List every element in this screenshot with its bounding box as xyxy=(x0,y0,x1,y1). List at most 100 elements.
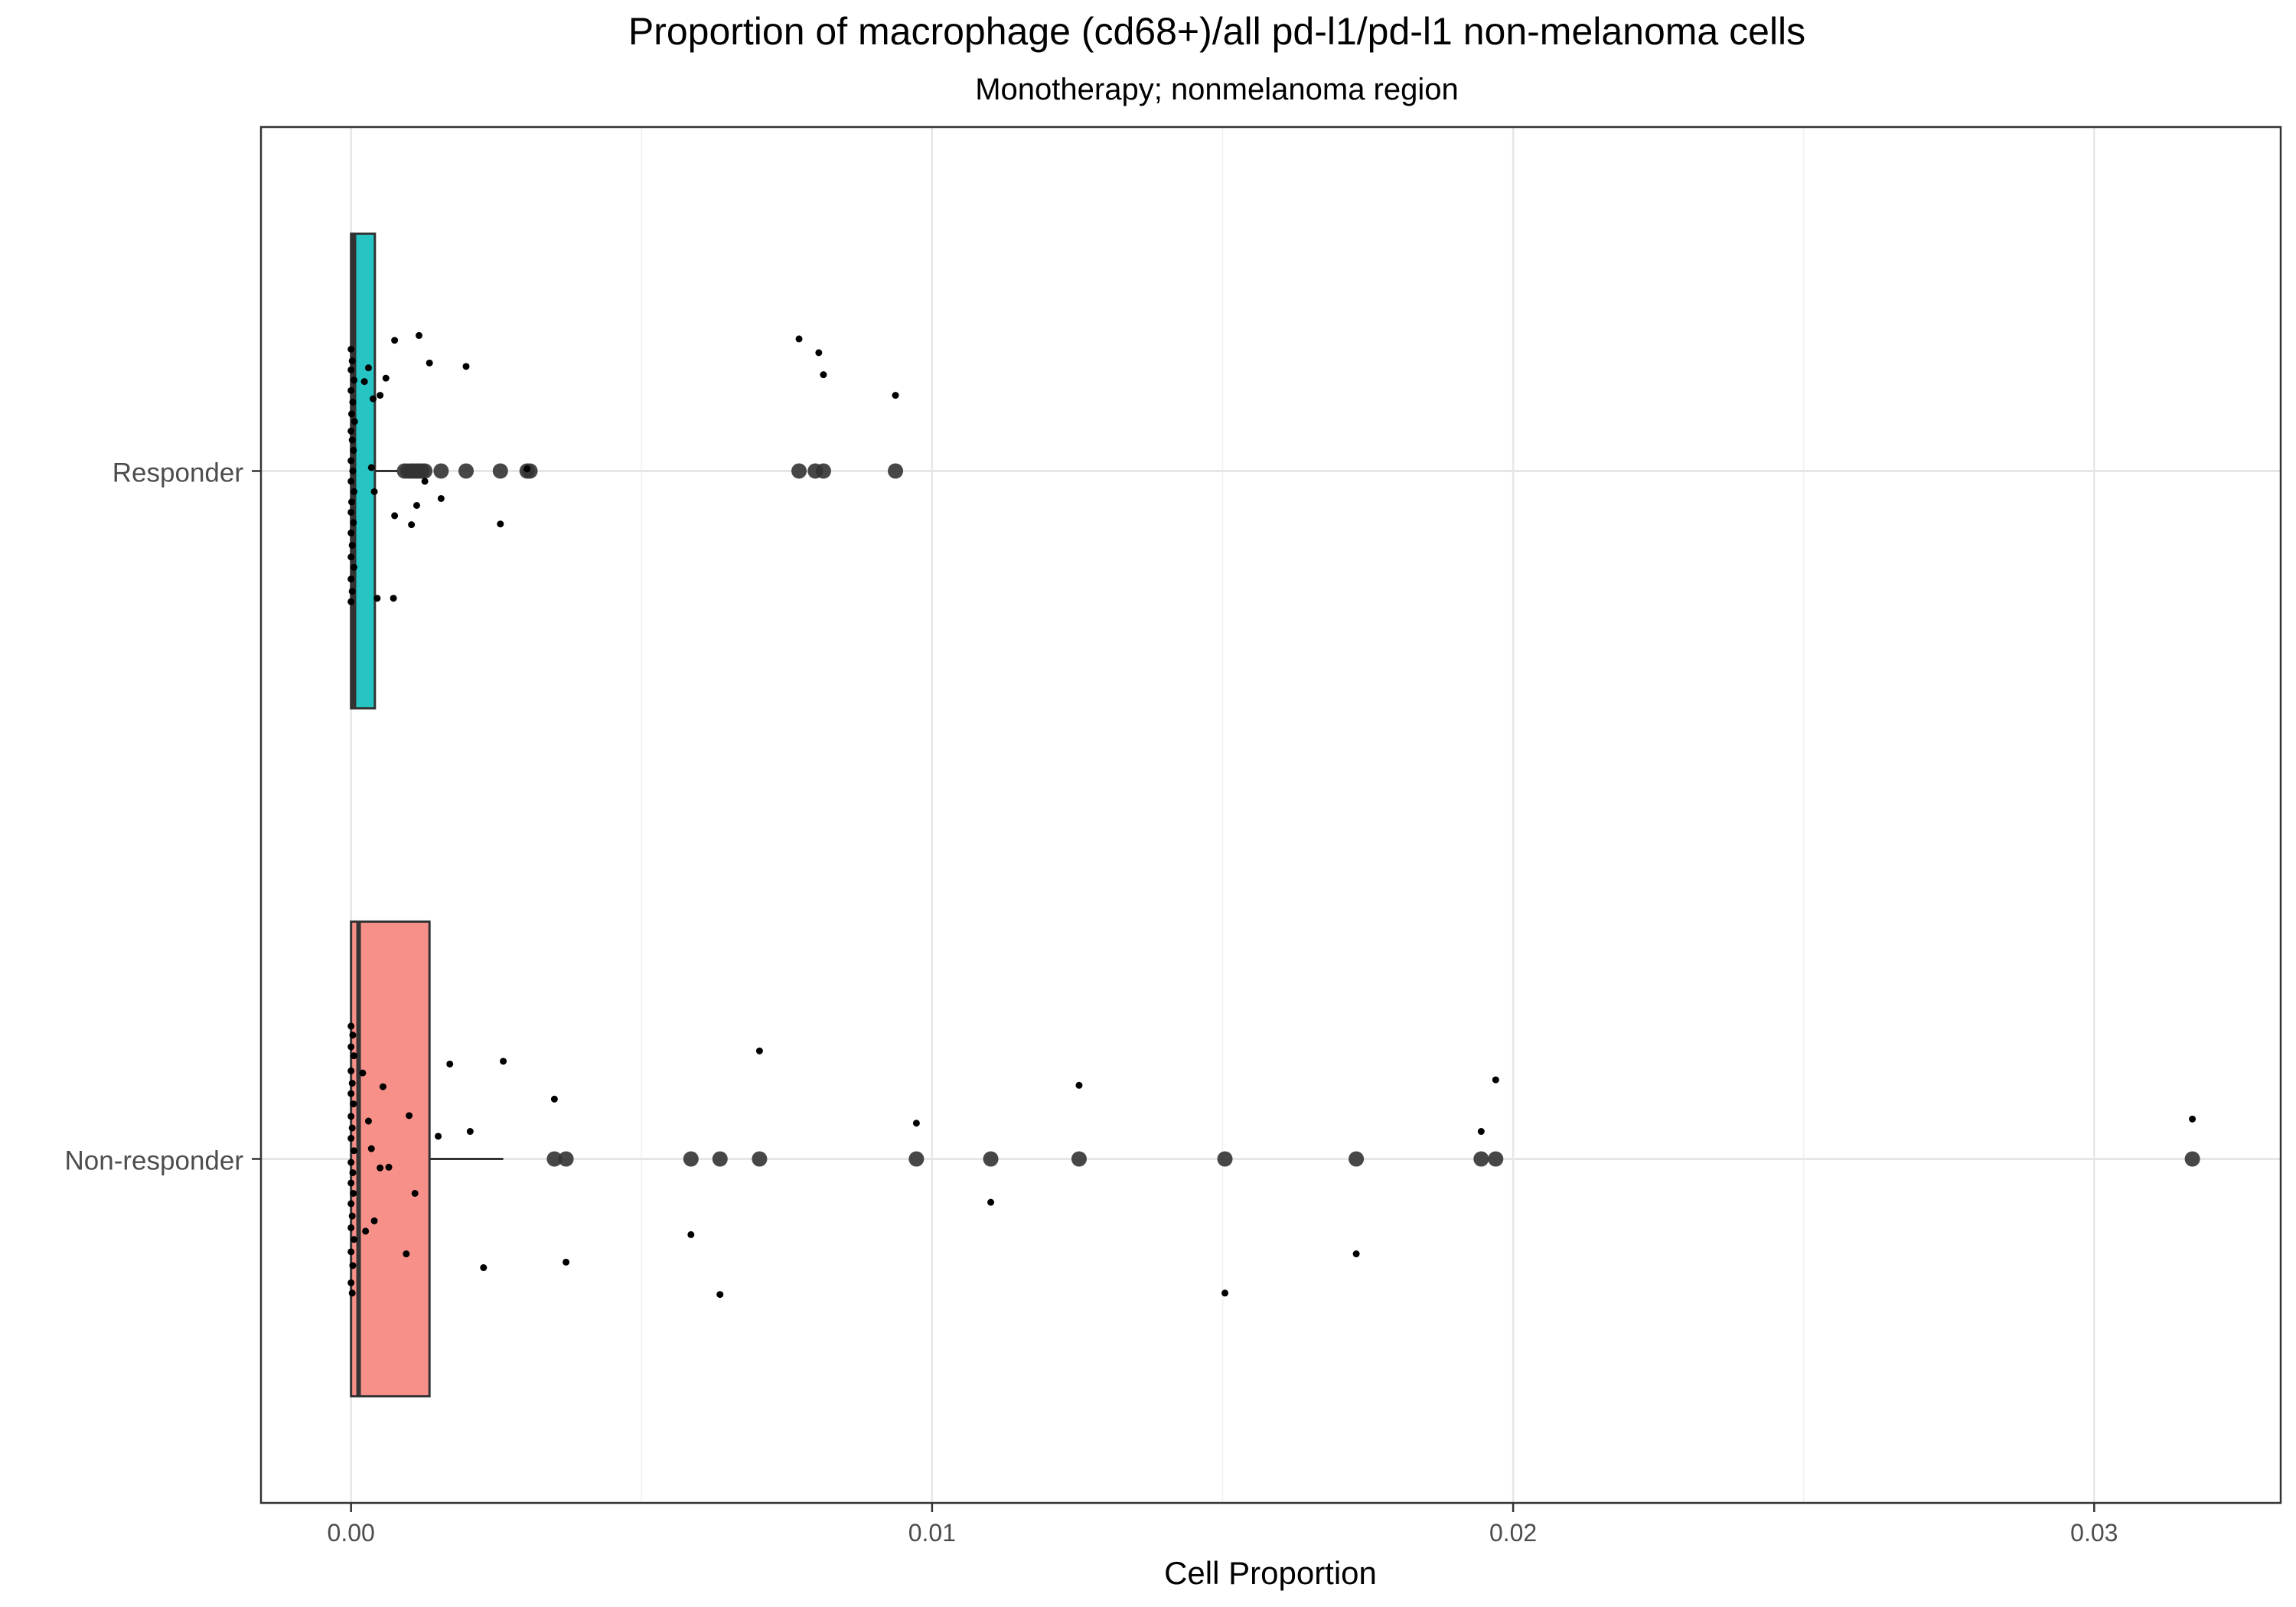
non-responder-box xyxy=(350,920,431,1398)
responder-outlier xyxy=(417,463,433,479)
non-responder-jitter-point xyxy=(370,1217,378,1224)
plot-border xyxy=(259,125,2282,1504)
non-responder-jitter-point xyxy=(367,1145,375,1152)
non-responder-jitter-point xyxy=(347,1279,355,1286)
non-responder-outlier xyxy=(1217,1151,1233,1167)
responder-jitter-point xyxy=(391,512,399,520)
non-responder-jitter-point xyxy=(716,1291,724,1299)
non-responder-jitter-point xyxy=(350,1100,357,1108)
non-responder-jitter-point xyxy=(411,1189,419,1197)
non-responder-jitter-point xyxy=(348,1289,356,1297)
responder-jitter-point xyxy=(437,494,445,502)
non-responder-jitter-point xyxy=(347,1090,355,1097)
non-responder-jitter-point xyxy=(347,1224,355,1231)
box-layer xyxy=(350,232,504,1398)
non-responder-jitter-point xyxy=(687,1231,695,1238)
non-responder-jitter-point xyxy=(349,1262,357,1270)
non-responder-jitter-point xyxy=(987,1198,995,1206)
non-responder-jitter-point xyxy=(385,1163,393,1171)
responder-jitter-point xyxy=(348,357,356,365)
responder-outlier xyxy=(888,463,904,479)
non-responder-jitter-point xyxy=(1492,1076,1499,1084)
responder-jitter-point xyxy=(347,575,355,583)
responder-jitter-point xyxy=(382,374,390,382)
non-responder-jitter-point xyxy=(350,1052,357,1060)
non-responder-jitter-point xyxy=(359,1069,367,1077)
responder-jitter-point xyxy=(421,478,429,485)
non-responder-jitter-point xyxy=(1477,1128,1485,1136)
non-responder-jitter-point xyxy=(347,1135,355,1143)
responder-jitter-point xyxy=(347,529,355,536)
y-tick-label-non-responder: Non-responder xyxy=(65,1146,244,1176)
responder-jitter-point xyxy=(408,521,416,529)
responder-jitter-point xyxy=(350,519,357,526)
non-responder-jitter-point xyxy=(348,1124,356,1132)
responder-jitter-point xyxy=(350,376,357,384)
responder-jitter-point xyxy=(349,399,357,406)
chart-subtitle: Monotherapy; nonmelanoma region xyxy=(975,73,1459,106)
non-responder-jitter-point xyxy=(350,1236,357,1244)
responder-jitter-point xyxy=(347,508,355,516)
chart-title: Proportion of macrophage (cd68+)/all pd-… xyxy=(628,10,1805,53)
non-responder-jitter-point xyxy=(1075,1081,1083,1089)
responder-jitter-point xyxy=(367,464,375,471)
non-responder-jitter-point xyxy=(364,1117,372,1125)
responder-jitter-point xyxy=(351,418,358,425)
non-responder-jitter-point xyxy=(2189,1115,2197,1123)
responder-jitter-point xyxy=(497,520,504,528)
responder-outlier xyxy=(815,463,831,479)
responder-jitter-point xyxy=(348,542,356,549)
responder-jitter-point xyxy=(347,457,355,464)
non-responder-jitter-point xyxy=(347,1179,355,1187)
non-responder-outlier xyxy=(1488,1151,1504,1167)
responder-jitter-point xyxy=(347,427,355,435)
responder-jitter-point xyxy=(370,487,378,495)
non-responder-jitter-point xyxy=(349,1169,357,1176)
point-layer xyxy=(347,331,2200,1299)
non-responder-jitter-point xyxy=(755,1047,763,1054)
x-tick-label: 0.02 xyxy=(1489,1519,1537,1547)
non-responder-outlier xyxy=(2184,1151,2200,1167)
responder-outlier xyxy=(791,463,807,479)
x-tick-label: 0.01 xyxy=(908,1519,956,1547)
x-tick-label: 0.00 xyxy=(328,1519,375,1547)
non-responder-jitter-point xyxy=(347,1159,355,1166)
non-responder-jitter-point xyxy=(480,1264,488,1272)
responder-jitter-point xyxy=(347,345,355,353)
non-responder-outlier xyxy=(752,1151,768,1167)
responder-outlier xyxy=(492,463,508,479)
responder-outlier xyxy=(433,463,449,479)
non-responder-jitter-point xyxy=(347,1113,355,1120)
non-responder-jitter-point xyxy=(348,1080,356,1087)
responder-jitter-point xyxy=(348,436,356,444)
non-responder-jitter-point xyxy=(406,1112,413,1120)
responder-jitter-point xyxy=(347,498,355,506)
responder-jitter-point xyxy=(795,335,803,343)
responder-jitter-point xyxy=(377,392,384,399)
non-responder-jitter-point xyxy=(349,1032,357,1039)
responder-jitter-point xyxy=(416,331,423,339)
responder-jitter-point xyxy=(347,478,355,485)
non-responder-jitter-point xyxy=(435,1133,442,1140)
responder-jitter-point xyxy=(370,395,377,403)
non-responder-jitter-point xyxy=(347,1043,355,1051)
responder-jitter-point xyxy=(820,371,827,379)
non-responder-jitter-point xyxy=(347,1067,355,1074)
non-responder-jitter-point xyxy=(362,1227,370,1235)
non-responder-jitter-point xyxy=(446,1060,454,1068)
responder-jitter-point xyxy=(350,447,357,455)
responder-jitter-point xyxy=(373,595,381,602)
responder-jitter-point xyxy=(523,465,531,473)
non-responder-outlier xyxy=(1473,1151,1489,1167)
responder-jitter-point xyxy=(462,363,470,370)
non-responder-jitter-point xyxy=(550,1095,558,1103)
non-responder-jitter-point xyxy=(350,1189,357,1197)
plot-panel xyxy=(261,127,2281,1503)
non-responder-outlier xyxy=(546,1151,563,1167)
non-responder-jitter-point xyxy=(403,1250,410,1258)
responder-jitter-point xyxy=(391,337,399,344)
non-responder-jitter-point xyxy=(377,1164,384,1172)
non-responder-outlier xyxy=(1071,1151,1087,1167)
responder-jitter-point xyxy=(364,364,372,372)
